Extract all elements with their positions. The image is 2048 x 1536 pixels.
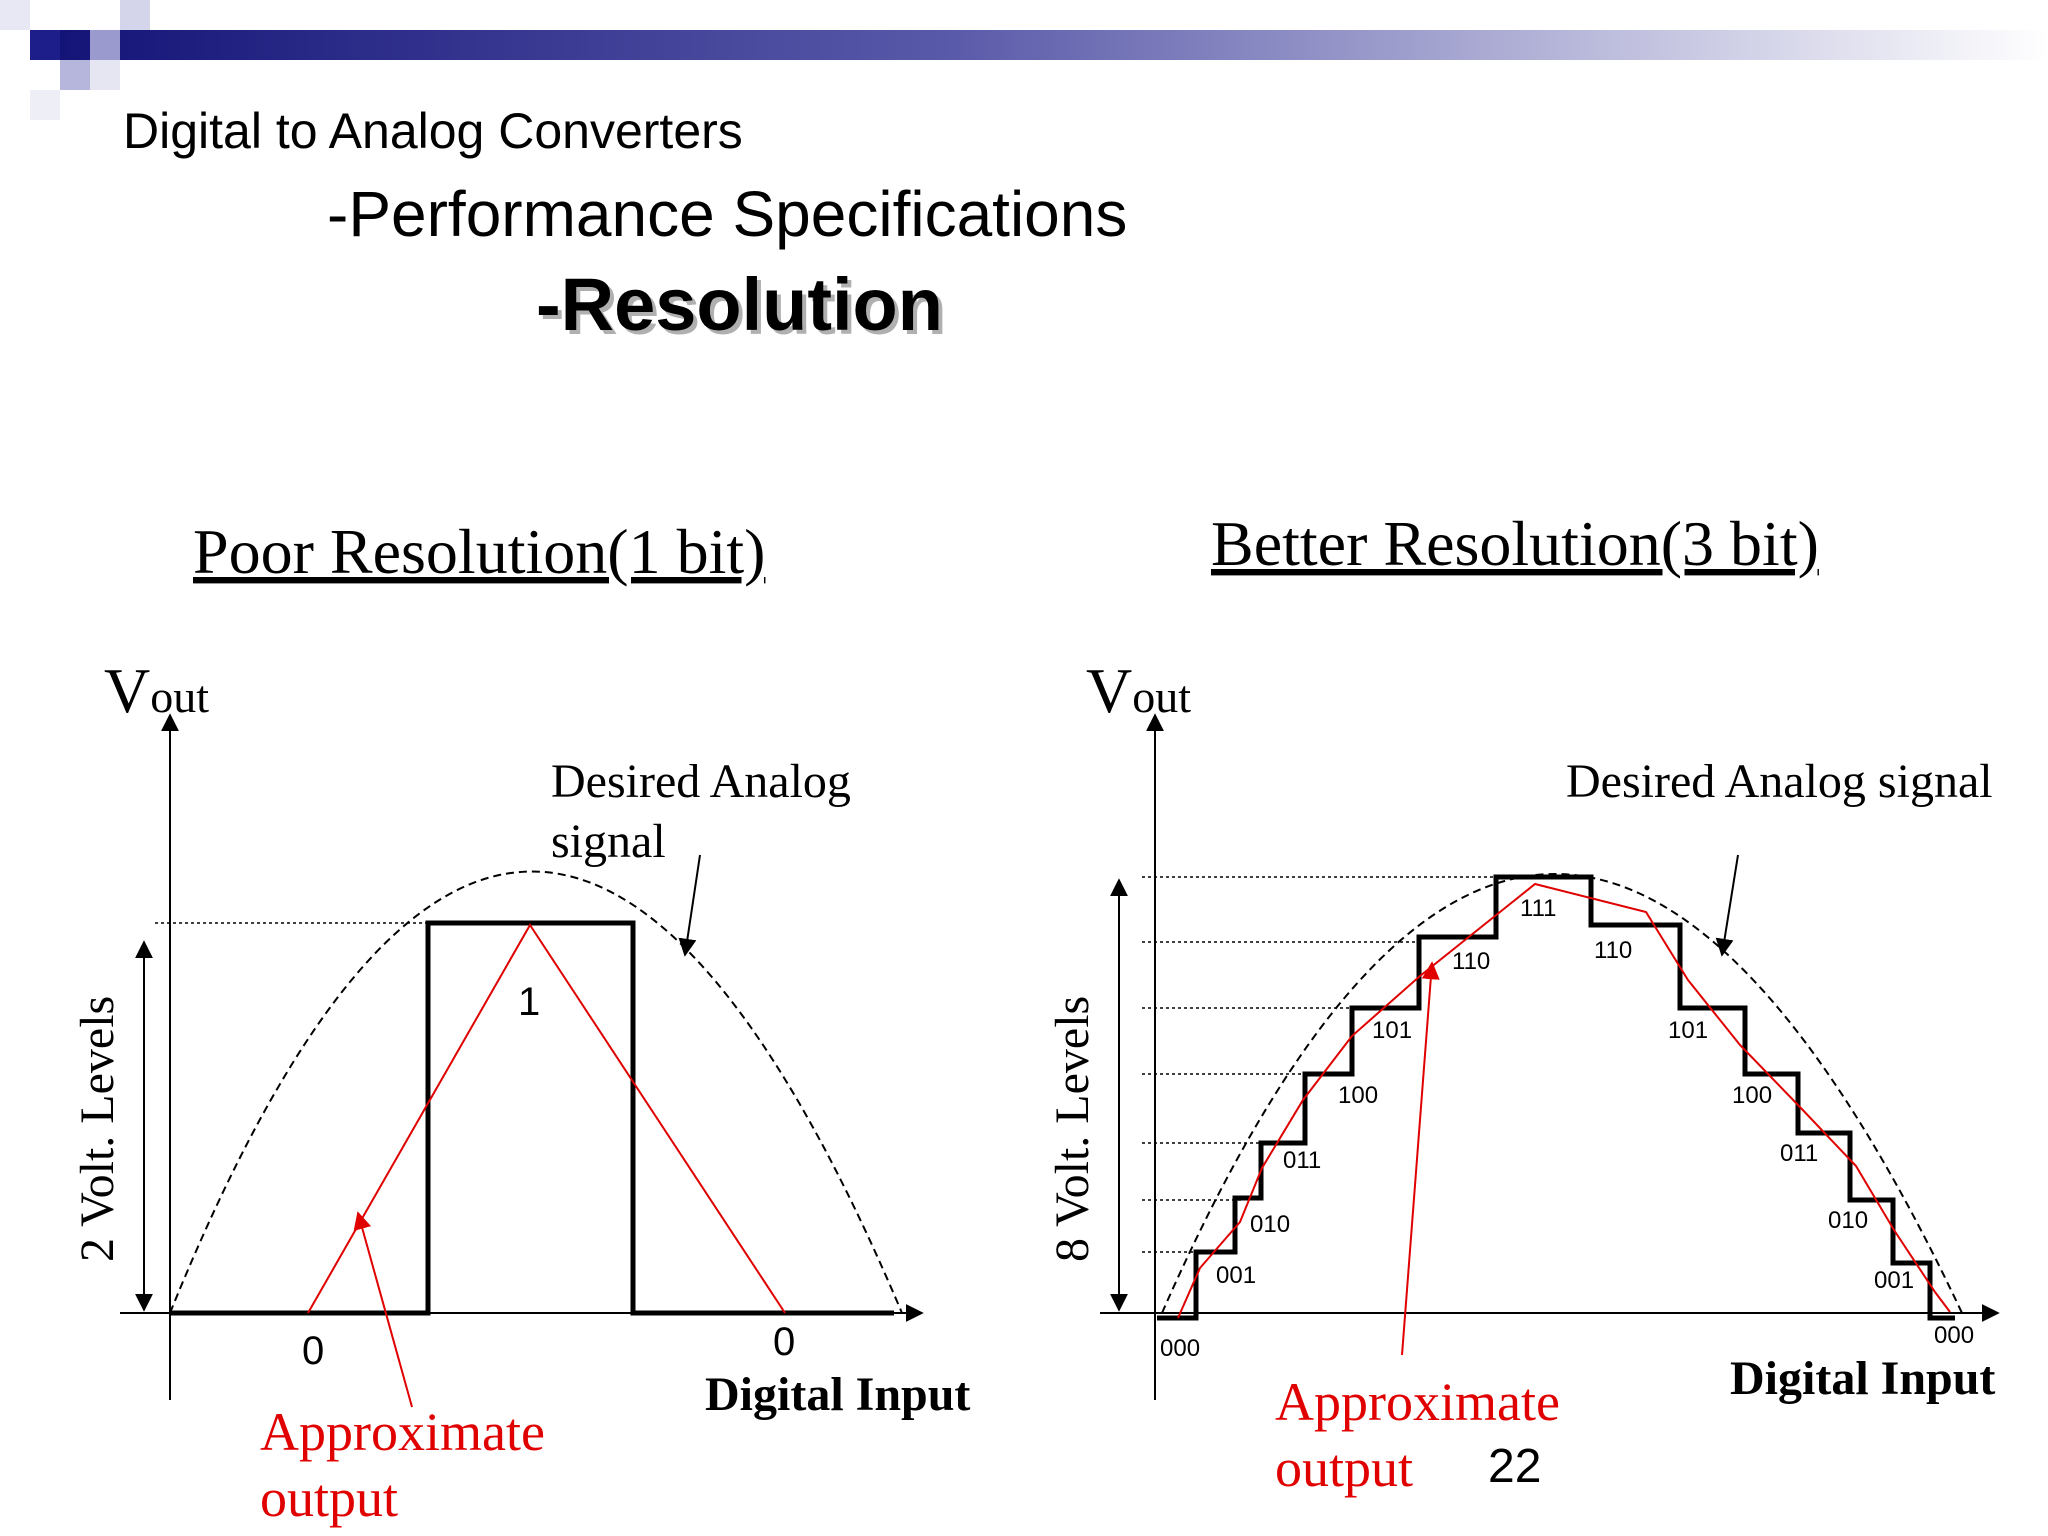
right-code-label: 010: [1250, 1211, 1290, 1238]
right-approx-pointer: [1401, 961, 1440, 1356]
left-y-label: 2 Volt. Levels: [71, 996, 124, 1262]
right-approx-label: Approximate output: [1275, 1372, 1573, 1498]
slide-heading: -Resolution: [536, 263, 943, 346]
right-code-label: 101: [1372, 1017, 1412, 1044]
right-code-label: 000: [1160, 1335, 1200, 1362]
left-diagram-title: Poor Resolution(1 bit): [193, 516, 765, 587]
right-desired-analog-curve: [1161, 873, 1963, 1314]
right-diagram-title: Better Resolution(3 bit): [1211, 508, 1819, 579]
right-code-label: 110: [1594, 937, 1632, 964]
right-code-label: 100: [1338, 1082, 1378, 1109]
page-number: 22: [1488, 1440, 1541, 1493]
slide-title: Digital to Analog Converters: [123, 103, 743, 159]
right-digital-staircase: [1157, 874, 1955, 1321]
right-desired-label: Desired Analog signal: [1566, 755, 1993, 808]
right-x-label: Digital Input: [1730, 1352, 1995, 1405]
left-diagram: Poor Resolution(1 bit) Vout 2 Volt. Leve…: [71, 516, 970, 1528]
right-diagram: Better Resolution(3 bit) Vout 8 Volt. Le…: [1046, 508, 2000, 1498]
left-code-label: 0: [302, 1329, 324, 1373]
right-code-label: 000: [1934, 1322, 1974, 1349]
header-decoration: [0, 0, 2048, 120]
right-y-label: 8 Volt. Levels: [1046, 996, 1099, 1262]
right-desired-pointer: [1715, 854, 1739, 957]
right-level-guides: [1142, 876, 1496, 1253]
right-code-label: 101: [1668, 1017, 1708, 1044]
left-approximate-output: [307, 923, 786, 1314]
right-vout-label: Vout: [1086, 655, 1191, 726]
left-code-label: 0: [773, 1320, 795, 1364]
left-desired-label: Desired Analog signal: [551, 755, 863, 868]
header-banner: [60, 30, 2048, 60]
left-approx-pointer: [353, 1211, 413, 1408]
slide-subtitle: -Performance Specifications: [327, 178, 1127, 250]
right-code-label: 011: [1283, 1147, 1321, 1174]
left-vout-label: Vout: [104, 655, 209, 726]
right-code-label: 010: [1828, 1207, 1868, 1234]
left-approx-label: Approximate output: [260, 1402, 558, 1528]
right-code-label: 001: [1216, 1262, 1256, 1289]
right-code-label: 001: [1874, 1267, 1914, 1294]
right-approximate-output: [1177, 882, 1951, 1319]
left-code-label: 1: [518, 980, 540, 1024]
right-code-label: 011: [1780, 1140, 1818, 1167]
left-x-label: Digital Input: [705, 1368, 970, 1421]
right-code-label: 100: [1732, 1082, 1772, 1109]
right-code-label: 110: [1452, 948, 1490, 975]
right-code-label: 111: [1520, 895, 1556, 922]
left-desired-analog-curve: [169, 870, 903, 1314]
slide-heading-shadow: -Resolution: [540, 267, 947, 350]
left-desired-pointer: [678, 854, 701, 957]
